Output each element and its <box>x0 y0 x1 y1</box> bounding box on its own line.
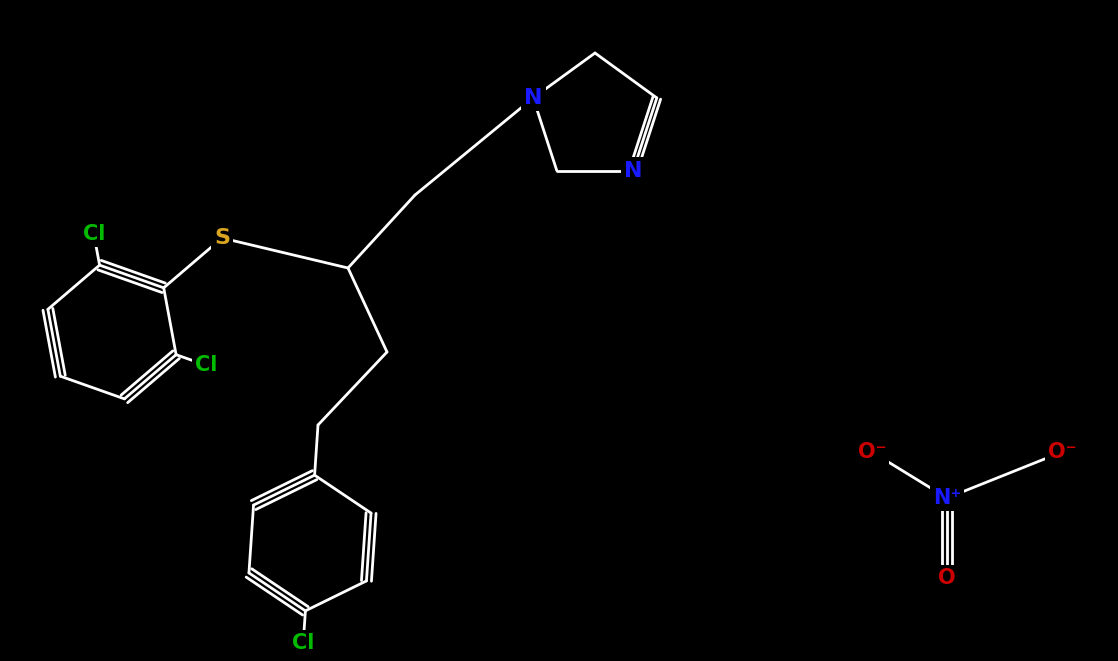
Text: N: N <box>524 88 542 108</box>
Text: O⁻: O⁻ <box>1048 442 1077 462</box>
Text: Cl: Cl <box>83 223 105 244</box>
Text: Cl: Cl <box>292 633 314 653</box>
Text: N⁺: N⁺ <box>932 488 961 508</box>
Text: O: O <box>938 568 956 588</box>
Text: Cl: Cl <box>195 356 218 375</box>
Text: O⁻: O⁻ <box>858 442 887 462</box>
Text: N: N <box>624 161 643 180</box>
Text: S: S <box>214 228 230 248</box>
